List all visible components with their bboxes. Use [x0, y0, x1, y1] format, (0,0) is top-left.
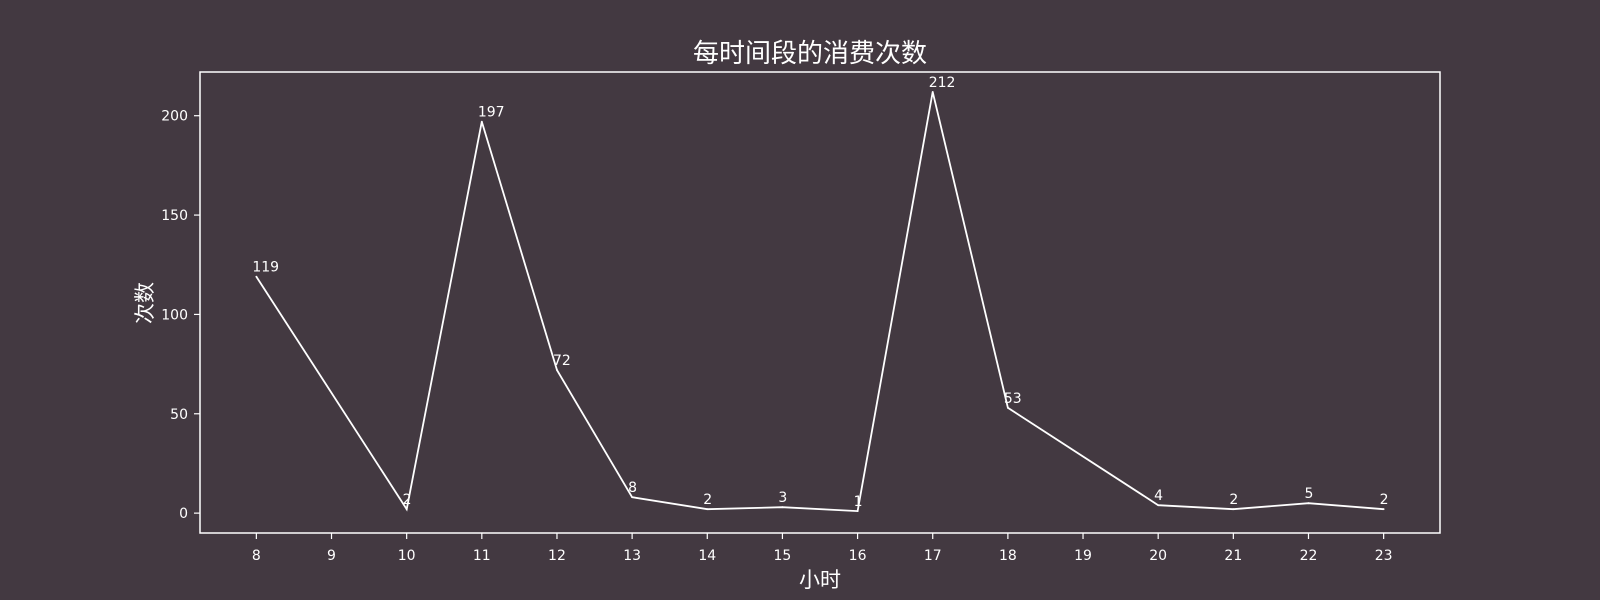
data-label: 8	[628, 480, 637, 496]
x-tick-label: 16	[849, 548, 867, 564]
data-point	[1232, 508, 1235, 511]
x-tick-label: 13	[623, 548, 641, 564]
data-point	[856, 510, 859, 513]
data-point	[1307, 502, 1310, 505]
chart-title: 每时间段的消费次数	[693, 39, 927, 69]
plot-frame	[199, 71, 1441, 534]
data-label: 53	[1004, 391, 1022, 407]
data-labels: 119 2 197 72 8 2 3 1 212 53 4 2 5 2	[252, 75, 1389, 513]
series-line	[255, 91, 1384, 513]
y-tick-label: 200	[161, 109, 188, 125]
data-label: 212	[929, 75, 956, 91]
x-tick-label: 14	[698, 548, 716, 564]
y-tick-label: 100	[161, 307, 188, 323]
x-tick-label: 23	[1375, 548, 1393, 564]
x-axis: 8 9 10 11 12 13 14 15 16 17 18 19 20 21 22 23	[252, 533, 1393, 564]
y-axis: 0 50 100 150 200	[161, 109, 200, 522]
x-tick-label: 20	[1149, 548, 1167, 564]
x-tick-label: 18	[999, 548, 1017, 564]
data-label: 2	[703, 492, 712, 508]
x-tick-label: 22	[1300, 548, 1318, 564]
x-axis-label: 小时	[799, 568, 841, 592]
y-axis-label: 次数	[133, 282, 157, 324]
data-label: 197	[478, 105, 505, 121]
x-tick-label: 17	[924, 548, 942, 564]
x-tick-label: 21	[1224, 548, 1242, 564]
data-point	[931, 90, 934, 93]
data-label: 3	[778, 490, 787, 506]
x-tick-label: 9	[327, 548, 336, 564]
data-label: 2	[403, 492, 412, 508]
y-tick-label: 0	[179, 506, 188, 522]
data-point	[480, 120, 483, 123]
data-point	[781, 506, 784, 509]
x-tick-label: 8	[252, 548, 261, 564]
data-point	[1382, 508, 1385, 511]
x-tick-label: 10	[398, 548, 416, 564]
y-tick-label: 150	[161, 208, 188, 224]
x-tick-label: 15	[774, 548, 792, 564]
x-tick-label: 11	[473, 548, 491, 564]
data-label: 5	[1304, 486, 1313, 502]
x-tick-label: 19	[1074, 548, 1092, 564]
data-point	[631, 496, 634, 499]
data-point	[556, 369, 558, 371]
data-point	[1157, 504, 1160, 507]
data-point	[255, 275, 258, 278]
data-label: 119	[252, 260, 279, 276]
x-tick-label: 12	[548, 548, 566, 564]
data-point	[405, 508, 408, 511]
y-tick-label: 50	[170, 407, 188, 423]
data-label: 1	[854, 494, 863, 510]
data-point	[706, 508, 709, 511]
data-label: 2	[1380, 492, 1389, 508]
data-label: 4	[1154, 488, 1163, 504]
data-label: 72	[553, 353, 571, 369]
data-point	[1006, 406, 1009, 409]
data-label: 2	[1229, 492, 1238, 508]
